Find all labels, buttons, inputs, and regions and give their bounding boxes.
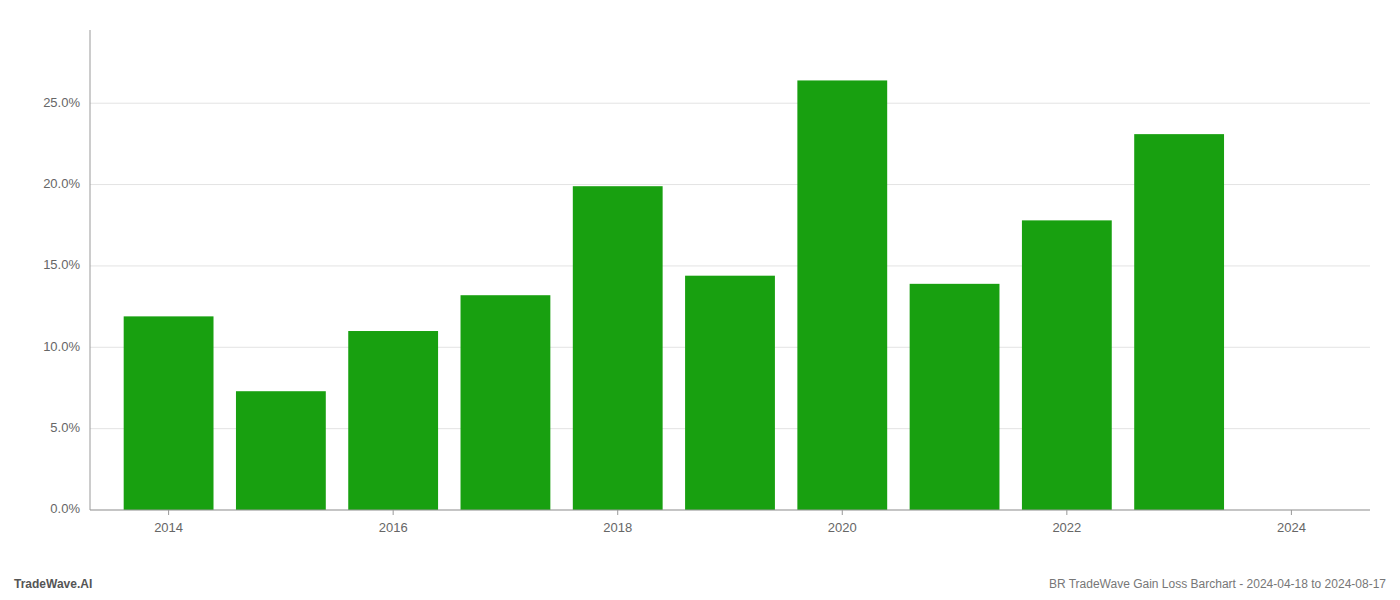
x-tick-label: 2016 (379, 520, 408, 535)
x-axis-line (90, 510, 1370, 511)
x-tick (617, 510, 618, 515)
bar (236, 391, 326, 510)
x-tick-label: 2018 (603, 520, 632, 535)
y-tick-label: 0.0% (50, 501, 80, 516)
bar (348, 331, 438, 510)
x-tick (393, 510, 394, 515)
bar (124, 316, 214, 510)
y-tick-label: 10.0% (43, 339, 80, 354)
y-tick-label: 20.0% (43, 176, 80, 191)
y-tick-label: 25.0% (43, 95, 80, 110)
bar (1022, 220, 1112, 510)
y-tick-label: 15.0% (43, 257, 80, 272)
y-tick-label: 5.0% (50, 420, 80, 435)
footer-right: BR TradeWave Gain Loss Barchart - 2024-0… (1049, 577, 1386, 591)
bar (685, 276, 775, 510)
y-axis-line (90, 30, 91, 510)
footer-left: TradeWave.AI (14, 577, 92, 591)
bars (124, 80, 1224, 510)
x-tick (168, 510, 169, 515)
x-tick (842, 510, 843, 515)
background (0, 0, 1400, 600)
chart-container: 0.0% 5.0% 10.0% 15.0% 20.0% 25.0% 2014 2016 2018… (0, 0, 1400, 600)
grid-line (90, 510, 1370, 511)
chart-svg: 0.0% 5.0% 10.0% 15.0% 20.0% 25.0% 2014 2016 2018… (0, 0, 1400, 600)
x-tick-label: 2014 (154, 520, 183, 535)
x-tick (1066, 510, 1067, 515)
bar (461, 295, 551, 510)
x-tick-label: 2020 (828, 520, 857, 535)
x-ticks: 2014 2016 2018 2020 2022 2024 (154, 510, 1306, 535)
x-tick (1291, 510, 1292, 515)
bar (1134, 134, 1224, 510)
bar (910, 284, 1000, 510)
bar (797, 80, 887, 510)
y-grid (90, 103, 1370, 510)
bar (573, 186, 663, 510)
x-tick-label: 2024 (1277, 520, 1306, 535)
x-tick-label: 2022 (1052, 520, 1081, 535)
y-tick-labels: 0.0% 5.0% 10.0% 15.0% 20.0% 25.0% (43, 95, 80, 517)
grid-line (90, 103, 1370, 104)
